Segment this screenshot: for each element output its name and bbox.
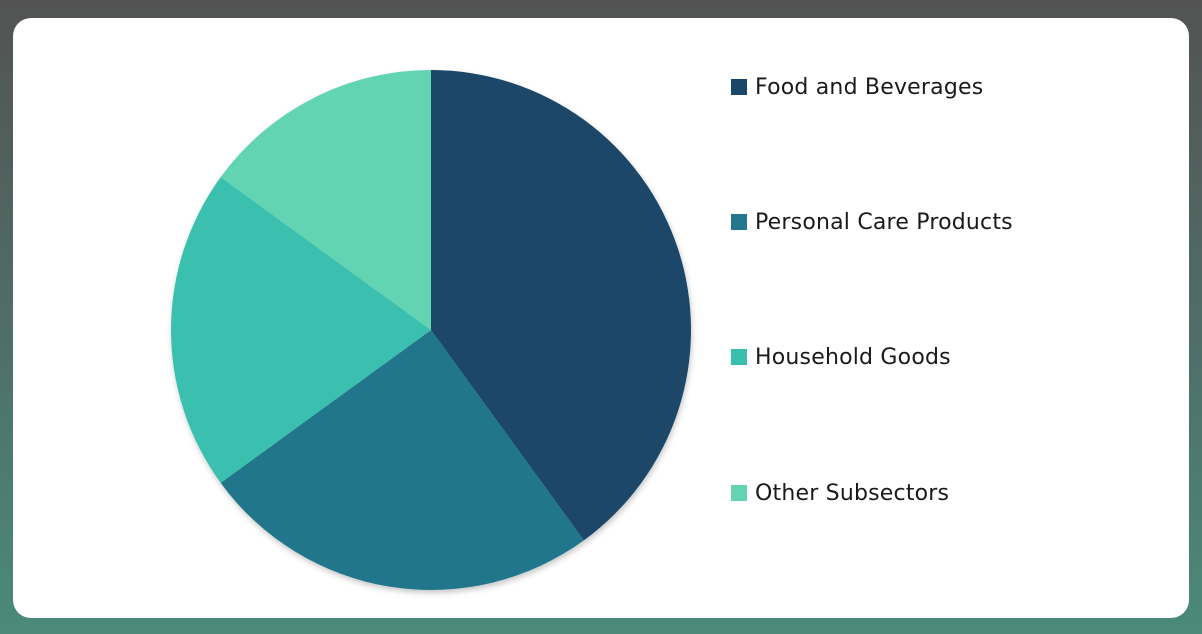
legend-label: Household Goods <box>755 344 951 370</box>
legend-swatch <box>731 485 747 501</box>
pie-slice-household-goods <box>170 177 431 483</box>
chart-card: Food and Beverages Personal Care Product… <box>13 18 1189 618</box>
pie-slice-personal-care-products <box>220 330 584 590</box>
pie-slice-food-and-beverages <box>431 70 691 541</box>
legend-label: Other Subsectors <box>755 480 950 506</box>
legend-label: Food and Beverages <box>755 74 984 100</box>
legend-item-household-goods: Household Goods <box>731 340 951 374</box>
pie-slice-other-subsectors <box>220 70 431 330</box>
legend-swatch <box>731 214 747 230</box>
legend-label: Personal Care Products <box>755 209 1013 235</box>
pie-chart <box>170 70 691 590</box>
legend-item-other-subsectors: Other Subsectors <box>731 476 949 510</box>
legend-item-food-and-beverages: Food and Beverages <box>731 70 983 104</box>
legend-swatch <box>731 349 747 365</box>
legend-swatch <box>731 79 747 95</box>
pie-slices <box>170 70 691 590</box>
legend-item-personal-care-products: Personal Care Products <box>731 205 1013 239</box>
legend: Food and Beverages Personal Care Product… <box>731 70 1171 580</box>
